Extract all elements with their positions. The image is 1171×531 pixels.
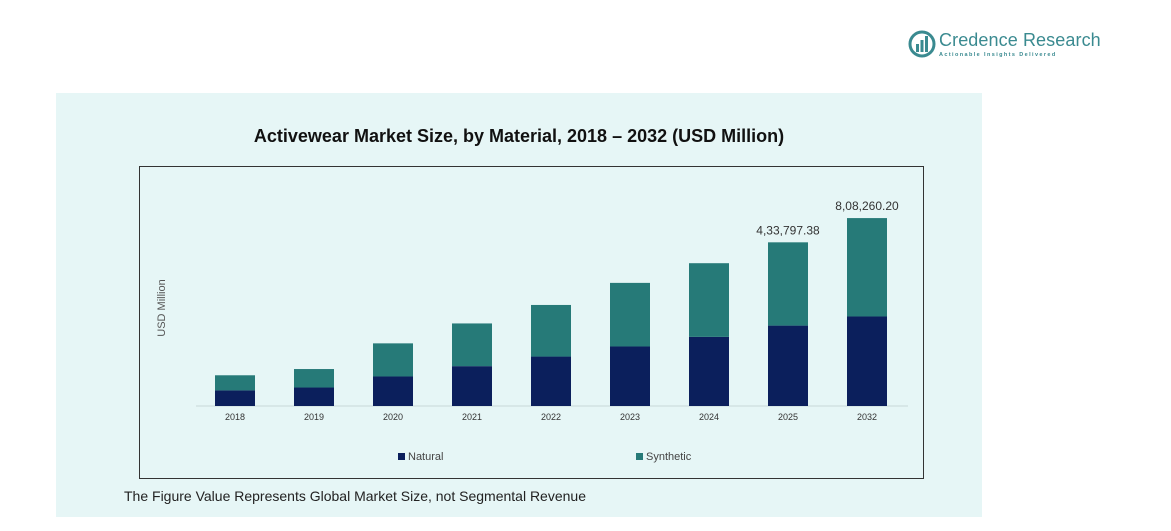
chart-title: Activewear Market Size, by Material, 201… <box>253 126 785 146</box>
x-tick-label: 2018 <box>225 412 245 422</box>
bar-synthetic-2018 <box>215 375 255 391</box>
bar-natural-2025 <box>768 325 808 406</box>
x-tick-label: 2021 <box>462 412 482 422</box>
bar-synthetic-2022 <box>531 304 571 357</box>
bar-natural-2022 <box>531 356 571 406</box>
bar-synthetic-2025 <box>768 242 808 326</box>
x-tick-label: 2025 <box>778 412 798 422</box>
bar-natural-2024 <box>689 336 729 406</box>
brand-name: Credence Research <box>939 30 1101 50</box>
plot-frame <box>139 166 924 479</box>
x-tick-label: 2024 <box>699 412 719 422</box>
x-tick-label: 2032 <box>857 412 877 422</box>
bar-natural-2019 <box>294 387 334 406</box>
legend-label-natural: Natural <box>408 451 443 463</box>
legend-swatch-natural <box>398 453 405 460</box>
bar-natural-2020 <box>373 376 413 406</box>
x-tick-label: 2019 <box>304 412 324 422</box>
bar-natural-2018 <box>215 390 255 406</box>
x-tick-label: 2020 <box>383 412 403 422</box>
x-tick-label: 2022 <box>541 412 561 422</box>
bar-synthetic-2020 <box>373 343 413 377</box>
footnote: The Figure Value Represents Global Marke… <box>124 488 586 504</box>
bar-natural-2023 <box>610 346 650 406</box>
brand-logo: Credence Research Actionable Insights De… <box>908 30 1101 62</box>
bar-synthetic-2023 <box>610 282 650 347</box>
bar-synthetic-2021 <box>452 323 492 367</box>
chart-panel <box>56 93 982 517</box>
data-label-2032: 8,08,260.20 <box>835 199 899 213</box>
bar-synthetic-2019 <box>294 369 334 388</box>
logo-mark-icon <box>908 30 936 58</box>
x-tick-label: 2023 <box>620 412 640 422</box>
bar-synthetic-2032 <box>847 218 887 317</box>
data-label-2025: 4,33,797.38 <box>756 223 820 237</box>
y-axis-label: USD Million <box>156 279 168 336</box>
legend-label-synthetic: Synthetic <box>646 451 692 463</box>
bar-synthetic-2024 <box>689 263 729 337</box>
bar-natural-2021 <box>452 366 492 406</box>
brand-tagline: Actionable Insights Delivered <box>939 52 1057 58</box>
bar-natural-2032 <box>847 316 887 406</box>
legend-swatch-synthetic <box>636 453 643 460</box>
